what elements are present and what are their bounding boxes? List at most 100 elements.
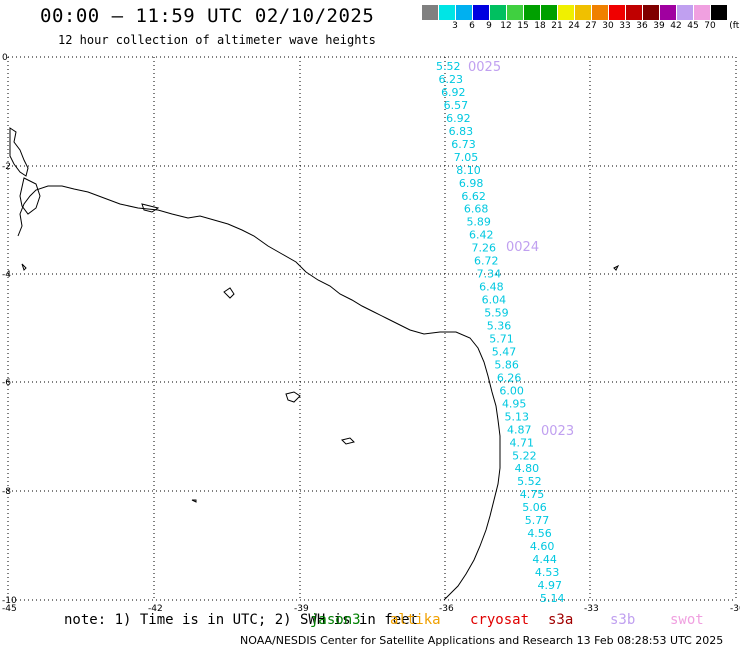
lon-label: -45	[2, 604, 17, 614]
pass-time-label: 0023	[541, 424, 574, 439]
satellite-label: s3a	[548, 612, 574, 628]
legend-swatch	[643, 5, 659, 20]
coastal-island	[21, 263, 27, 271]
lat-label: -2	[2, 162, 11, 172]
wave-height-value: 5.52	[436, 60, 461, 73]
legend-swatch	[694, 5, 710, 20]
legend-swatch	[473, 5, 489, 20]
lat-lon-grid	[7, 56, 737, 601]
wave-height-value: 6.92	[441, 86, 466, 99]
wave-height-value: 5.13	[504, 410, 529, 423]
legend-swatch	[456, 5, 472, 20]
pass-time-label: 0025	[468, 60, 501, 75]
wave-height-value: 6.57	[444, 99, 469, 112]
lon-label: -39	[294, 604, 309, 614]
amazon-delta-island	[9, 127, 29, 177]
legend-swatch	[660, 5, 676, 20]
satellite-label: jason3	[310, 612, 361, 628]
wave-height-value: 5.59	[484, 307, 509, 320]
legend-label: 45	[687, 21, 699, 31]
legend-label: 9	[486, 21, 492, 31]
satellite-label: cryosat	[470, 612, 530, 628]
lon-label: -33	[584, 604, 599, 614]
legend-label: 70	[704, 21, 716, 31]
wave-height-value: 4.95	[502, 397, 527, 410]
wave-height-value: 5.77	[525, 514, 550, 527]
lat-label: -10	[2, 596, 17, 606]
legend-swatch	[558, 5, 574, 20]
lat-label: -4	[2, 270, 11, 280]
island	[285, 391, 301, 403]
wave-height-value: 5.71	[489, 332, 514, 345]
coastal-island	[141, 203, 160, 213]
legend-swatch	[524, 5, 540, 20]
map-subtitle: 12 hour collection of altimeter wave hei…	[58, 33, 376, 47]
legend-swatch	[592, 5, 608, 20]
wave-height-value: 6.73	[451, 138, 476, 151]
lat-label: 0	[2, 53, 8, 63]
footer-note: note: 1) Time is in UTC; 2) SWH is in fe…	[64, 612, 419, 628]
legend-label: 33	[619, 21, 631, 31]
legend-swatch	[541, 5, 557, 20]
satellite-label: s3b	[610, 612, 636, 628]
wave-height-value: 4.56	[527, 527, 552, 540]
wave-height-value: 5.86	[494, 358, 518, 371]
wave-height-value: 6.92	[446, 112, 471, 125]
island	[341, 437, 355, 445]
legend-swatch	[439, 5, 455, 20]
wave-height-value: 6.23	[439, 73, 464, 86]
legend-label: 12	[500, 21, 512, 31]
satellite-label: altika	[390, 612, 441, 628]
wave-height-value: 7.34	[477, 268, 502, 281]
marajo-island	[19, 177, 41, 215]
wave-height-value: 5.22	[512, 449, 537, 462]
wave-height-value: 5.52	[517, 475, 542, 488]
legend-swatch	[677, 5, 693, 20]
wave-height-value: 5.47	[492, 345, 517, 358]
wave-height-value: 6.42	[469, 229, 494, 242]
map-title: 00:00 – 11:59 UTC 02/10/2025	[40, 5, 375, 27]
wave-height-value: 6.26	[497, 371, 522, 384]
wave-height-value: 6.00	[499, 384, 524, 397]
legend-label: 24	[568, 21, 580, 31]
lat-label: -6	[2, 378, 11, 388]
wave-height-value: 7.26	[472, 242, 497, 255]
coastline	[9, 127, 620, 601]
legend-label: 21	[551, 21, 563, 31]
wave-height-value: 4.97	[537, 579, 562, 592]
legend-unit: (ft)	[729, 21, 740, 31]
wave-height-value: 4.44	[532, 553, 557, 566]
legend-label: 42	[670, 21, 682, 31]
legend-swatch	[490, 5, 506, 20]
wave-height-value: 6.98	[459, 177, 484, 190]
legend-swatch	[575, 5, 591, 20]
lat-label: -8	[2, 487, 11, 497]
satellite-label: swot	[670, 612, 704, 628]
altimeter-track: 5.526.236.926.576.926.836.737.058.106.98…	[436, 60, 574, 605]
legend-label: 15	[517, 21, 529, 31]
wave-height-value: 4.60	[530, 540, 555, 553]
wave-height-value: 5.06	[522, 501, 547, 514]
axis-labels: 0 -2 -4 -6 -8 -10-45 -42 -39 -36 -33 -30	[2, 53, 740, 614]
legend-label: 30	[602, 21, 614, 31]
lon-label: -42	[148, 604, 163, 614]
wave-height-value: 4.87	[507, 423, 532, 436]
wave-height-value: 6.04	[482, 294, 507, 307]
legend-label: 36	[636, 21, 648, 31]
legend-label: 39	[653, 21, 665, 31]
pass-time-label: 0024	[506, 240, 539, 255]
legend-label: 6	[469, 21, 475, 31]
wave-height-value: 5.14	[540, 592, 565, 605]
wave-height-value: 4.53	[535, 566, 560, 579]
wave-height-value: 6.68	[464, 203, 489, 216]
legend-swatch	[422, 5, 438, 20]
legend-swatch	[711, 5, 727, 20]
wave-height-value: 6.83	[449, 125, 474, 138]
legend-swatch	[626, 5, 642, 20]
wave-height-value: 4.75	[520, 488, 545, 501]
wave-height-value: 5.89	[466, 216, 491, 229]
legend-swatch	[609, 5, 625, 20]
legend-label: 18	[534, 21, 546, 31]
wave-height-value: 6.72	[474, 255, 499, 268]
